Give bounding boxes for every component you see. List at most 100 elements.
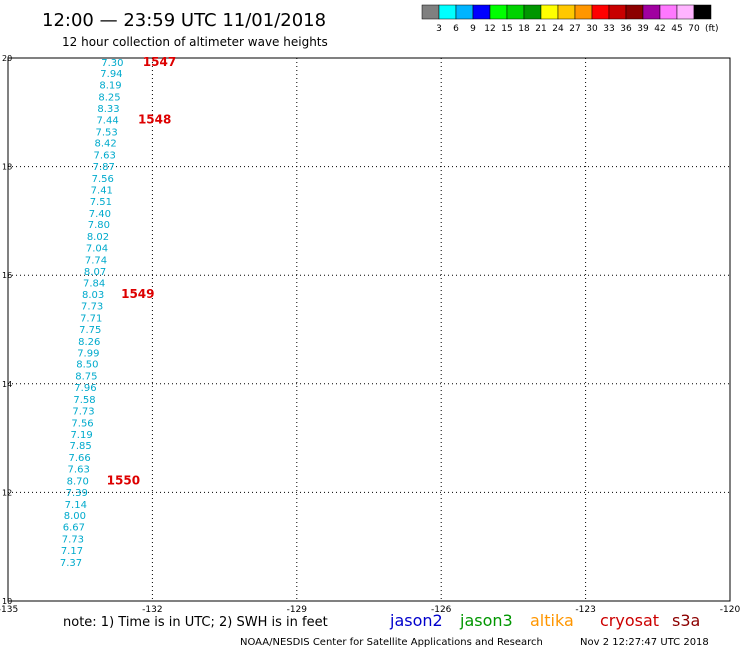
time-label: 1550 [107, 473, 140, 487]
footer-credit: NOAA/NESDIS Center for Satellite Applica… [240, 637, 543, 648]
wave-height-point: 8.26 [78, 337, 100, 348]
wave-height-point: 7.56 [92, 174, 114, 185]
legend-swatch [438, 4, 457, 20]
legend-label: 3 [436, 24, 442, 34]
y-tick-label: 12 [2, 488, 12, 497]
y-tick-label: 10 [2, 597, 12, 606]
wave-height-point: 7.44 [96, 115, 118, 126]
wave-height-point: 7.74 [85, 255, 107, 266]
legend-label: 42 [654, 24, 665, 34]
time-label: 1547 [143, 55, 176, 69]
legend-swatch [642, 4, 661, 20]
wave-height-point: 8.50 [76, 360, 98, 371]
wave-height-point: 7.39 [66, 488, 88, 499]
wave-height-point: 7.73 [62, 535, 84, 546]
wave-height-point: 7.87 [93, 162, 115, 173]
x-tick-label: -126 [431, 605, 452, 615]
x-tick-label: -123 [575, 605, 595, 615]
legend-label: 9 [470, 24, 476, 34]
wave-height-point: 8.02 [87, 232, 109, 243]
footer-note: note: 1) Time is in UTC; 2) SWH is in fe… [63, 615, 328, 630]
legend-label: 30 [586, 24, 598, 34]
legend-label: 33 [603, 24, 614, 34]
wave-height-point: 7.51 [90, 197, 112, 208]
wave-height-point: 7.58 [73, 395, 95, 406]
wave-height-point: 7.40 [89, 209, 111, 220]
legend-swatch [557, 4, 576, 20]
wave-height-point: 7.94 [100, 69, 122, 80]
wave-height-labels: 7.307.948.198.258.337.447.538.427.637.87… [60, 58, 124, 569]
chart-subtitle: 12 hour collection of altimeter wave hei… [62, 35, 328, 49]
wave-height-point: 7.96 [74, 383, 96, 394]
legend-label: 36 [620, 24, 632, 34]
legend-swatch [625, 4, 644, 20]
legend-swatch [506, 4, 525, 20]
y-tick-label: 14 [2, 380, 12, 389]
wave-height-point: 7.56 [71, 418, 93, 429]
wave-height-point: 7.63 [94, 151, 116, 162]
plot-frame [7, 57, 731, 602]
legend-swatch [455, 4, 474, 20]
wave-height-point: 7.63 [68, 465, 90, 476]
grid-lines [8, 58, 730, 601]
legend-swatch [421, 4, 440, 20]
wave-height-point: 7.53 [95, 127, 117, 138]
wave-height-point: 7.75 [79, 325, 101, 336]
time-label: 1548 [138, 112, 171, 126]
wave-height-point: 7.80 [88, 220, 110, 231]
wave-height-point: 7.04 [86, 244, 108, 255]
wave-height-point: 8.00 [64, 511, 86, 522]
wave-height-point: 8.03 [82, 290, 104, 301]
plot-area: 10 12 14 16 18 20 -135 -132 -129 -126 -123 -120 7.… [0, 54, 740, 615]
legend-label: 21 [535, 24, 546, 34]
satellite-s3a: s3a [672, 611, 700, 630]
wave-height-point: 7.71 [80, 314, 102, 325]
y-tick-label: 18 [2, 163, 12, 172]
legend-label: 70 [688, 24, 700, 34]
y-tick-label: 16 [2, 271, 12, 280]
legend-swatch [676, 4, 695, 20]
wave-height-point: 7.19 [70, 430, 92, 441]
satellite-altika: altika [530, 611, 574, 630]
color-legend: 3 6 9 12 15 18 21 24 27 30 33 36 39 42 45 70 [421, 4, 712, 34]
wave-height-point: 7.99 [77, 348, 99, 359]
time-label: 1549 [121, 287, 154, 301]
wave-height-point: 7.37 [60, 558, 82, 569]
legend-swatch [574, 4, 593, 20]
wave-height-point: 8.33 [97, 104, 119, 115]
wave-height-point: 7.73 [81, 302, 103, 313]
chart-title: 12:00 — 23:59 UTC 11/01/2018 [42, 10, 326, 31]
wave-height-point: 8.19 [99, 81, 121, 92]
satellite-legend: jason2 jason3 altika cryosat s3a [389, 611, 700, 630]
legend-label: 15 [501, 24, 512, 34]
wave-height-point: 8.75 [75, 372, 97, 383]
wave-height-point: 7.14 [65, 500, 87, 511]
legend-label: 27 [569, 24, 580, 34]
wave-height-point: 6.67 [63, 523, 85, 534]
wave-height-point: 8.07 [84, 267, 106, 278]
legend-swatch [540, 4, 559, 20]
wave-height-point: 7.66 [69, 453, 91, 464]
legend-label: 12 [484, 24, 495, 34]
y-tick-labels: 10 12 14 16 18 20 [2, 54, 12, 606]
legend-label: 45 [671, 24, 682, 34]
wave-height-point: 7.84 [83, 278, 105, 289]
legend-swatch [608, 4, 627, 20]
legend-swatch [472, 4, 491, 20]
y-tick-label: 20 [2, 54, 12, 63]
footer-timestamp: Nov 2 12:27:47 UTC 2018 [580, 637, 709, 648]
legend-swatch [591, 4, 610, 20]
legend-unit: (ft) [705, 24, 719, 34]
wave-height-point: 7.85 [69, 441, 91, 452]
legend-swatch [659, 4, 678, 20]
legend-label: 18 [518, 24, 530, 34]
legend-swatch [489, 4, 508, 20]
x-tick-label: -120 [720, 605, 740, 615]
legend-swatch [523, 4, 542, 20]
legend-label: 24 [552, 24, 564, 34]
x-tick-label: -129 [287, 605, 308, 615]
satellite-cryosat: cryosat [600, 611, 659, 630]
x-tick-label: -132 [142, 605, 162, 615]
wave-height-point: 7.30 [101, 58, 123, 69]
